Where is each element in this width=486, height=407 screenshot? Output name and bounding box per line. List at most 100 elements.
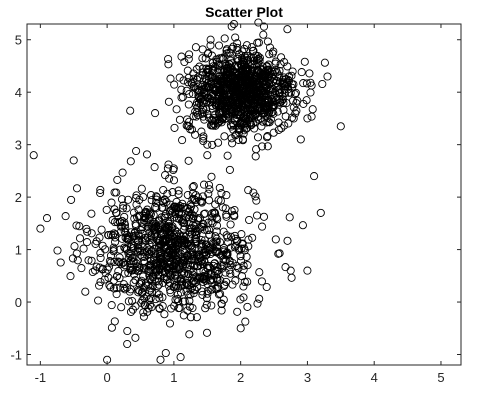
scatter-point: [262, 133, 272, 142]
scatter-point: [228, 119, 238, 128]
scatter-point: [174, 190, 183, 199]
x-tick-label: 0: [104, 370, 111, 385]
scatter-point: [185, 50, 194, 59]
scatter-point: [178, 236, 187, 245]
scatter-point: [305, 69, 314, 78]
scatter-point: [213, 276, 222, 285]
scatter-point: [236, 324, 245, 333]
scatter-point: [275, 94, 284, 103]
scatter-point: [124, 195, 133, 204]
y-tick-label: -1: [10, 348, 22, 363]
scatter-point: [203, 68, 212, 77]
scatter-point: [144, 262, 153, 271]
scatter-point: [298, 221, 307, 230]
scatter-point: [183, 66, 192, 75]
scatter-point: [287, 113, 297, 122]
scatter-point: [212, 221, 222, 230]
scatter-point: [154, 222, 163, 232]
scatter-point: [212, 80, 221, 89]
scatter-point: [61, 212, 70, 221]
scatter-point: [214, 196, 223, 205]
scatter-point: [230, 210, 239, 220]
scatter-point: [289, 114, 298, 123]
scatter-point: [256, 104, 265, 113]
scatter-point: [290, 90, 299, 99]
scatter-point: [166, 260, 175, 269]
scatter-point: [201, 304, 210, 313]
scatter-point: [178, 240, 187, 249]
scatter-point: [87, 256, 96, 265]
scatter-point: [192, 65, 201, 74]
scatter-point: [199, 132, 208, 141]
scatter-point: [112, 284, 121, 293]
scatter-point: [36, 224, 45, 233]
scatter-point: [234, 99, 243, 108]
scatter-point: [246, 118, 255, 127]
scatter-point: [150, 163, 159, 172]
scatter-point: [154, 277, 163, 286]
scatter-point: [209, 62, 218, 71]
scatter-point: [252, 196, 261, 205]
scatter-point: [198, 192, 207, 201]
scatter-point: [225, 64, 235, 73]
scatter-point: [259, 22, 269, 31]
scatter-point: [77, 264, 86, 273]
scatter-point: [67, 195, 76, 204]
scatter-point: [213, 267, 222, 276]
scatter-point: [120, 285, 129, 294]
scatter-point: [306, 78, 315, 87]
scatter-point: [185, 205, 195, 214]
scatter-point: [75, 222, 84, 231]
scatter-point: [216, 98, 225, 108]
scatter-point: [204, 246, 213, 255]
scatter-point: [215, 85, 224, 94]
scatter-point: [154, 271, 163, 280]
scatter-point: [107, 301, 116, 310]
scatter-point: [175, 115, 184, 124]
scatter-point: [229, 42, 238, 51]
scatter-point: [135, 263, 144, 273]
scatter-point: [235, 73, 244, 82]
scatter-point: [148, 221, 157, 230]
scatter-point: [160, 195, 169, 204]
scatter-point: [239, 293, 248, 302]
scatter-point: [120, 243, 129, 252]
scatter-point: [119, 258, 128, 267]
scatter-point: [70, 242, 79, 251]
scatter-point: [235, 123, 244, 133]
scatter-point: [296, 135, 305, 144]
scatter-point: [258, 142, 267, 151]
scatter-point: [217, 299, 226, 308]
scatter-point: [161, 348, 170, 358]
scatter-point: [277, 96, 286, 105]
scatter-point: [94, 296, 103, 305]
scatter-point: [243, 75, 252, 84]
scatter-point: [182, 264, 191, 273]
scatter-point: [117, 303, 126, 312]
scatter-point: [201, 209, 210, 218]
scatter-point: [120, 212, 129, 221]
scatter-point: [138, 252, 147, 261]
scatter-point: [255, 294, 264, 303]
scatter-point: [255, 53, 264, 62]
scatter-point: [131, 333, 140, 342]
scatter-point: [268, 84, 277, 94]
scatter-point: [121, 233, 130, 242]
scatter-point: [154, 217, 163, 226]
scatter-point: [194, 214, 203, 223]
scatter-point: [254, 81, 263, 90]
scatter-point: [135, 211, 144, 220]
scatter-point: [166, 253, 175, 262]
scatter-point: [173, 294, 182, 304]
scatter-point: [215, 183, 224, 192]
scatter-point: [185, 330, 194, 339]
scatter-point: [248, 233, 257, 242]
scatter-point: [172, 197, 181, 206]
scatter-point: [147, 287, 156, 297]
scatter-point: [144, 215, 153, 224]
y-tick-label: 4: [15, 85, 22, 100]
scatter-point: [123, 326, 132, 336]
scatter-point: [84, 256, 93, 265]
scatter-point: [285, 213, 294, 222]
scatter-point: [199, 180, 209, 189]
